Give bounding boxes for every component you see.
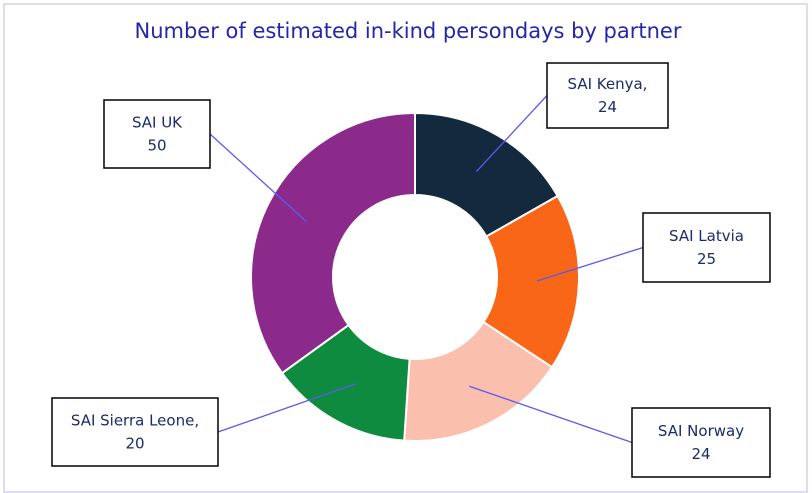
category-label: SAI Norway xyxy=(658,422,744,440)
chart-title: Number of estimated in-kind persondays b… xyxy=(135,19,682,43)
leader-line xyxy=(217,383,357,433)
category-label: SAI Latvia xyxy=(669,227,744,245)
donut-slice xyxy=(414,111,559,238)
category-label: SAI Kenya, xyxy=(568,75,648,93)
value-label: 50 xyxy=(147,137,166,155)
leader-line xyxy=(475,95,548,173)
label-box xyxy=(103,99,211,169)
value-label: 24 xyxy=(598,98,617,116)
leader-line xyxy=(536,246,644,282)
category-label: SAI UK xyxy=(132,114,183,132)
label-box xyxy=(631,407,771,478)
value-label: 24 xyxy=(691,445,710,463)
value-label: 25 xyxy=(697,250,716,268)
donut-slice xyxy=(250,111,416,375)
value-label: 20 xyxy=(125,435,144,453)
label-box xyxy=(546,62,669,129)
leader-line xyxy=(469,385,633,444)
leader-line xyxy=(209,133,307,222)
category-label: SAI Sierra Leone, xyxy=(71,412,199,430)
label-box xyxy=(642,212,771,283)
donut-slice xyxy=(482,194,580,369)
label-box xyxy=(51,397,219,467)
